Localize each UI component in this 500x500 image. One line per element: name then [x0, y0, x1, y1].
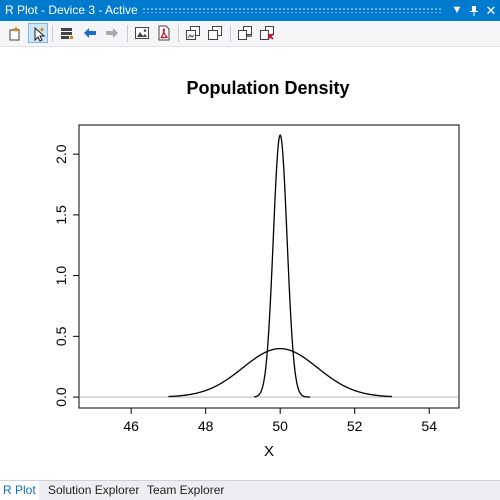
forward-arrow-icon[interactable] [102, 23, 122, 43]
density-curve-1 [168, 349, 392, 397]
activate-window-icon[interactable] [28, 23, 48, 43]
new-plot-window-icon[interactable] [5, 23, 25, 43]
y-axis: 0.0 0.5 1.0 1.5 2.0 [53, 144, 79, 407]
history-icon[interactable] [57, 23, 77, 43]
clear-plot-icon[interactable] [235, 23, 255, 43]
toolbar-separator [52, 25, 53, 42]
toolbar-separator [178, 25, 179, 42]
x-tick-label: 52 [347, 418, 363, 434]
remove-all-plots-icon[interactable] [257, 23, 277, 43]
density-chart: Population Density X 46 48 50 52 54 0.0 0.5 1.… [0, 47, 500, 480]
y-tick-label: 1.0 [53, 266, 69, 286]
pin-icon[interactable] [465, 0, 483, 21]
x-tick-label: 46 [123, 418, 139, 434]
y-tick-label: 0.0 [53, 387, 69, 407]
x-axis-label: X [264, 443, 274, 460]
plot-area: Population Density X 46 48 50 52 54 0.0 0.5 1.… [0, 47, 500, 480]
close-icon[interactable]: ✕ [482, 0, 500, 21]
y-tick-label: 0.5 [53, 326, 69, 346]
x-tick-label: 50 [272, 418, 288, 434]
dropdown-icon[interactable]: ▼ [448, 0, 466, 21]
export-pdf-icon[interactable] [154, 23, 174, 43]
window-title: R Plot - Device 3 - Active [5, 3, 138, 18]
tab-team-explorer[interactable]: Team Explorer [144, 481, 227, 500]
plot-frame [79, 125, 459, 408]
chart-series [80, 135, 458, 397]
x-tick-label: 48 [198, 418, 214, 434]
window-titlebar: R Plot - Device 3 - Active ▼ ✕ [0, 0, 500, 21]
toolbar-separator [127, 25, 128, 42]
chart-title: Population Density [186, 78, 349, 98]
y-tick-label: 2.0 [53, 144, 69, 164]
x-tick-label: 54 [421, 418, 437, 434]
toolbar-separator [230, 25, 231, 42]
tab-r-plot[interactable]: R Plot [0, 481, 39, 500]
plot-toolbar [0, 21, 500, 47]
copy-bitmap-icon[interactable] [183, 23, 203, 43]
tool-window-tabs: R Plot Solution Explorer Team Explorer [0, 480, 500, 500]
back-arrow-icon[interactable] [80, 23, 100, 43]
y-tick-label: 1.5 [53, 205, 69, 225]
copy-metafile-icon[interactable] [205, 23, 225, 43]
density-curve-2 [254, 135, 310, 397]
x-axis: 46 48 50 52 54 [123, 408, 437, 434]
export-image-icon[interactable] [132, 23, 152, 43]
tab-solution-explorer[interactable]: Solution Explorer [45, 481, 142, 500]
titlebar-grip[interactable] [142, 7, 442, 13]
